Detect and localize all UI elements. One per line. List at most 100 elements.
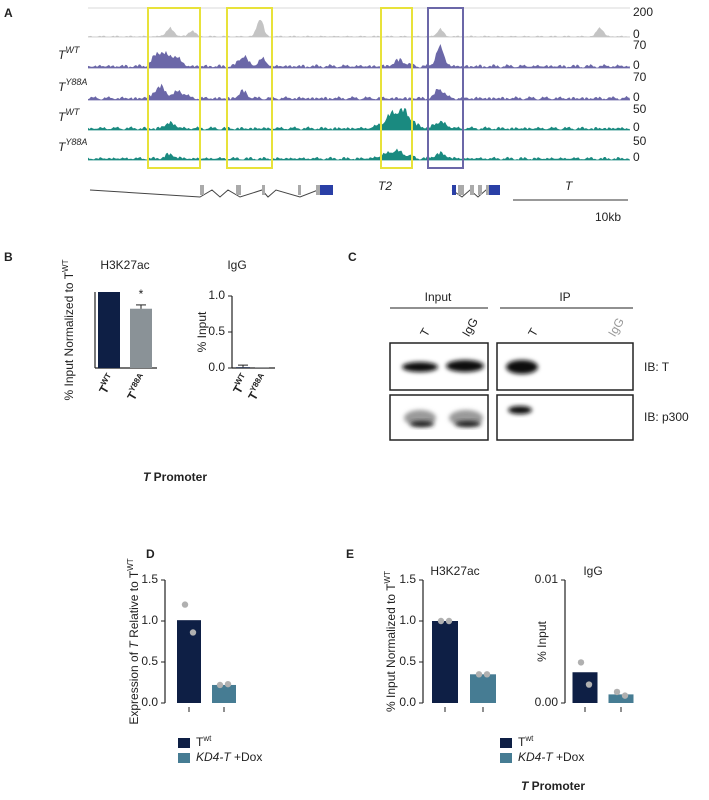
exon — [298, 185, 301, 195]
track-scale-min: 0 — [633, 27, 640, 41]
data-point — [585, 681, 593, 688]
track-name: T — [58, 110, 67, 124]
bar — [572, 672, 598, 703]
y-tick-label: 0.5 — [208, 324, 225, 338]
blot-group: Input — [425, 290, 452, 304]
text-part: wt — [202, 734, 212, 743]
intron-line — [89, 189, 333, 198]
category-sup: Y88A — [248, 371, 266, 393]
text-part: Expression of — [127, 649, 141, 725]
gene-t — [451, 185, 500, 198]
y-tick-label: 1.0 — [399, 613, 416, 627]
y-tick-label: 0.0 — [399, 695, 416, 709]
blot-band — [455, 421, 481, 427]
data-point — [216, 681, 224, 689]
x-tick-label: TY88A — [244, 371, 271, 403]
bar — [470, 674, 496, 703]
highlight-box — [380, 7, 413, 169]
y-axis-label: % Input Normalized to TWT — [61, 259, 77, 400]
legend-label: Twt — [518, 734, 534, 750]
data-point — [577, 659, 585, 666]
text-part: T — [518, 735, 526, 749]
probe-label: IB: T — [644, 360, 670, 374]
track-scale-max: 70 — [633, 38, 647, 52]
data-point — [621, 692, 629, 699]
data-point — [613, 688, 621, 696]
legend-swatch — [500, 738, 512, 748]
chart-title: H3K27ac — [100, 258, 149, 272]
track-signal — [88, 108, 630, 130]
track-scale-min: 0 — [633, 120, 640, 134]
data-point — [475, 671, 483, 678]
y-axis-label: % Input — [195, 311, 209, 352]
panel-label: B — [4, 250, 13, 264]
bar — [98, 292, 120, 368]
x-tick-label: TWT — [95, 371, 118, 396]
y-tick-label: 1.0 — [208, 288, 225, 302]
lane-label: IgG — [459, 315, 481, 339]
legend-label: KD4-T +Dox — [196, 750, 262, 764]
exon — [478, 185, 482, 195]
exon — [470, 185, 474, 195]
text-part: % Input Normalized to T — [62, 271, 76, 400]
highlight-box — [147, 7, 201, 169]
gene-name: T — [143, 470, 152, 484]
track-label: TY88A — [58, 77, 87, 94]
panel-label: A — [4, 6, 13, 20]
legend-label: KD4-T +Dox — [518, 750, 584, 764]
track-sup: WT — [65, 107, 80, 117]
data-point — [483, 671, 491, 678]
bar — [212, 684, 236, 703]
y-axis-label: % Input — [535, 620, 549, 661]
y-tick-label: 1.0 — [141, 613, 158, 627]
bar — [432, 621, 458, 703]
gene-label: T2 — [378, 179, 392, 193]
category-sup: WT — [233, 371, 247, 386]
bar — [236, 367, 250, 368]
bar — [177, 620, 201, 703]
chart-title: IgG — [227, 258, 246, 272]
track-scale-max: 70 — [633, 70, 647, 84]
track-scale-max: 50 — [633, 102, 647, 116]
y-axis-label: % Input Normalized to TWT — [383, 571, 399, 712]
track-scale-min: 0 — [633, 150, 640, 164]
highlight-box — [226, 7, 273, 169]
exon-utr — [452, 185, 456, 195]
lane-label: T — [525, 325, 541, 339]
blot-band — [410, 421, 434, 427]
exon — [486, 185, 489, 195]
track-name: T — [58, 48, 67, 62]
blot-band — [506, 360, 538, 374]
track-sup: WT — [65, 45, 80, 55]
panel-label: C — [348, 250, 357, 264]
track-sup: Y88A — [65, 77, 87, 87]
track-name: T — [58, 140, 67, 154]
track-scale-min: 0 — [633, 58, 640, 72]
gene-name: T — [521, 779, 530, 793]
text-part: KD4-T — [196, 750, 232, 764]
gene-label: T — [565, 179, 574, 193]
promoter-caption: T Promoter — [143, 470, 207, 484]
panel-label: E — [346, 547, 354, 561]
exon — [262, 185, 265, 195]
exon-utr — [320, 185, 333, 195]
text-part: WT — [61, 259, 70, 272]
y-tick-label: 1.5 — [399, 572, 416, 586]
y-tick-label: 0.5 — [399, 654, 416, 668]
exon — [200, 185, 204, 195]
track-scale-min: 0 — [633, 90, 640, 104]
text-part: WT — [126, 558, 135, 571]
y-tick-label: 0.00 — [535, 695, 559, 709]
data-point — [445, 617, 453, 625]
data-point — [181, 601, 189, 608]
text-part: wt — [524, 734, 534, 743]
text-part: +Dox — [553, 750, 585, 764]
track-signal — [88, 44, 630, 68]
data-point — [224, 680, 232, 688]
text-part: T — [127, 640, 141, 649]
annotation: * — [139, 287, 144, 301]
caption-text: Promoter — [150, 470, 207, 484]
lane-label: IgG — [605, 315, 627, 339]
blot-band — [446, 360, 484, 372]
